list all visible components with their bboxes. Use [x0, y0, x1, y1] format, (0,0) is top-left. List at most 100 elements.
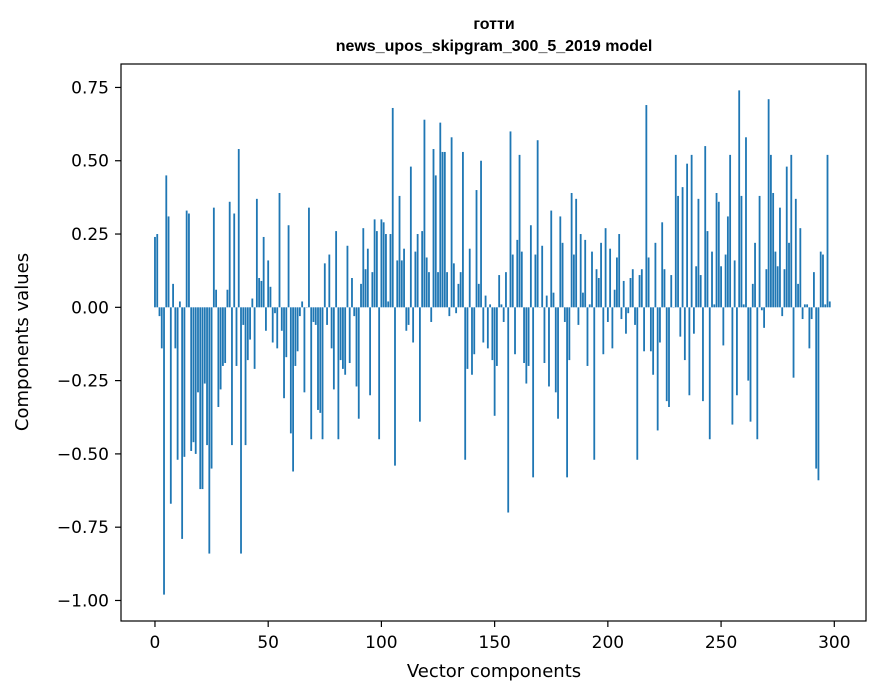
bar — [192, 307, 195, 443]
x-tick-label: 50 — [257, 633, 279, 653]
bar — [434, 175, 437, 308]
bar — [292, 307, 294, 472]
bar — [154, 236, 156, 308]
bar — [326, 307, 328, 325]
bar — [194, 307, 197, 454]
bar — [298, 307, 301, 317]
bar — [260, 280, 263, 308]
bar — [212, 207, 215, 308]
bar — [160, 307, 163, 349]
bar — [799, 228, 802, 308]
bar — [457, 283, 460, 308]
bar — [190, 307, 193, 451]
bar — [602, 307, 605, 355]
bar — [482, 307, 485, 343]
bar — [686, 163, 689, 308]
bar — [163, 307, 165, 595]
bar — [760, 307, 763, 311]
bar — [296, 307, 299, 352]
bar — [781, 307, 784, 317]
bar — [613, 289, 616, 308]
x-tick-label: 150 — [478, 633, 510, 653]
bar — [369, 307, 371, 396]
chart-subtitle: news_upos_skipgram_300_5_2019 model — [336, 38, 653, 55]
bar — [593, 307, 596, 460]
bar — [210, 307, 213, 469]
bar — [706, 231, 709, 308]
x-tick-label: 0 — [150, 633, 161, 653]
bar — [174, 307, 177, 349]
bar — [776, 266, 779, 308]
bar — [568, 307, 571, 361]
bar — [289, 307, 292, 434]
bar — [398, 195, 401, 308]
bar — [665, 307, 668, 402]
x-tick-label: 200 — [592, 633, 624, 653]
bar — [708, 307, 711, 440]
bar — [165, 175, 168, 308]
bar — [432, 149, 435, 308]
bar — [790, 154, 793, 308]
x-axis-label: Vector components — [407, 661, 581, 682]
bar — [348, 307, 351, 364]
bar — [332, 307, 335, 390]
y-tick-label: −0.75 — [57, 518, 109, 538]
bar — [819, 251, 822, 308]
bar — [813, 272, 815, 308]
bar — [570, 192, 573, 308]
bar — [577, 307, 580, 325]
bar — [167, 216, 170, 308]
bar — [563, 307, 566, 322]
bar — [403, 248, 405, 308]
bar — [328, 254, 331, 308]
bar — [618, 234, 621, 308]
x-tick-label: 300 — [818, 633, 850, 653]
bar — [176, 307, 179, 460]
bar — [738, 90, 741, 308]
bar — [224, 307, 227, 364]
bar — [788, 242, 790, 308]
bar — [500, 304, 503, 308]
bar — [335, 231, 338, 308]
bar — [661, 222, 664, 308]
bar — [566, 307, 568, 478]
bar — [181, 307, 184, 539]
bar — [385, 234, 387, 308]
bar — [396, 260, 399, 308]
bar — [717, 201, 720, 308]
bar — [688, 307, 691, 396]
bar — [557, 307, 559, 419]
bar — [627, 307, 630, 314]
bar — [419, 307, 421, 422]
bar — [715, 192, 718, 308]
bar — [423, 119, 426, 308]
bar — [364, 269, 367, 308]
bar — [231, 307, 233, 446]
bar — [414, 251, 417, 308]
bar — [362, 228, 365, 308]
bar — [405, 307, 408, 331]
bar — [416, 234, 419, 308]
bar — [489, 304, 492, 308]
bar — [643, 307, 645, 352]
bar — [378, 307, 381, 440]
bar — [548, 307, 550, 387]
bar — [516, 239, 519, 308]
bar — [471, 307, 473, 375]
bar — [387, 301, 390, 308]
bar — [545, 295, 548, 308]
bar — [518, 154, 521, 308]
bar — [233, 213, 236, 308]
bar — [421, 231, 424, 308]
bar — [308, 207, 310, 308]
bar — [588, 304, 591, 308]
bar — [690, 154, 693, 308]
bar — [663, 269, 666, 308]
bar — [749, 307, 752, 422]
bar — [480, 160, 482, 308]
bar — [400, 260, 403, 308]
bar — [634, 307, 636, 325]
bar — [652, 307, 655, 375]
bar — [249, 307, 251, 340]
